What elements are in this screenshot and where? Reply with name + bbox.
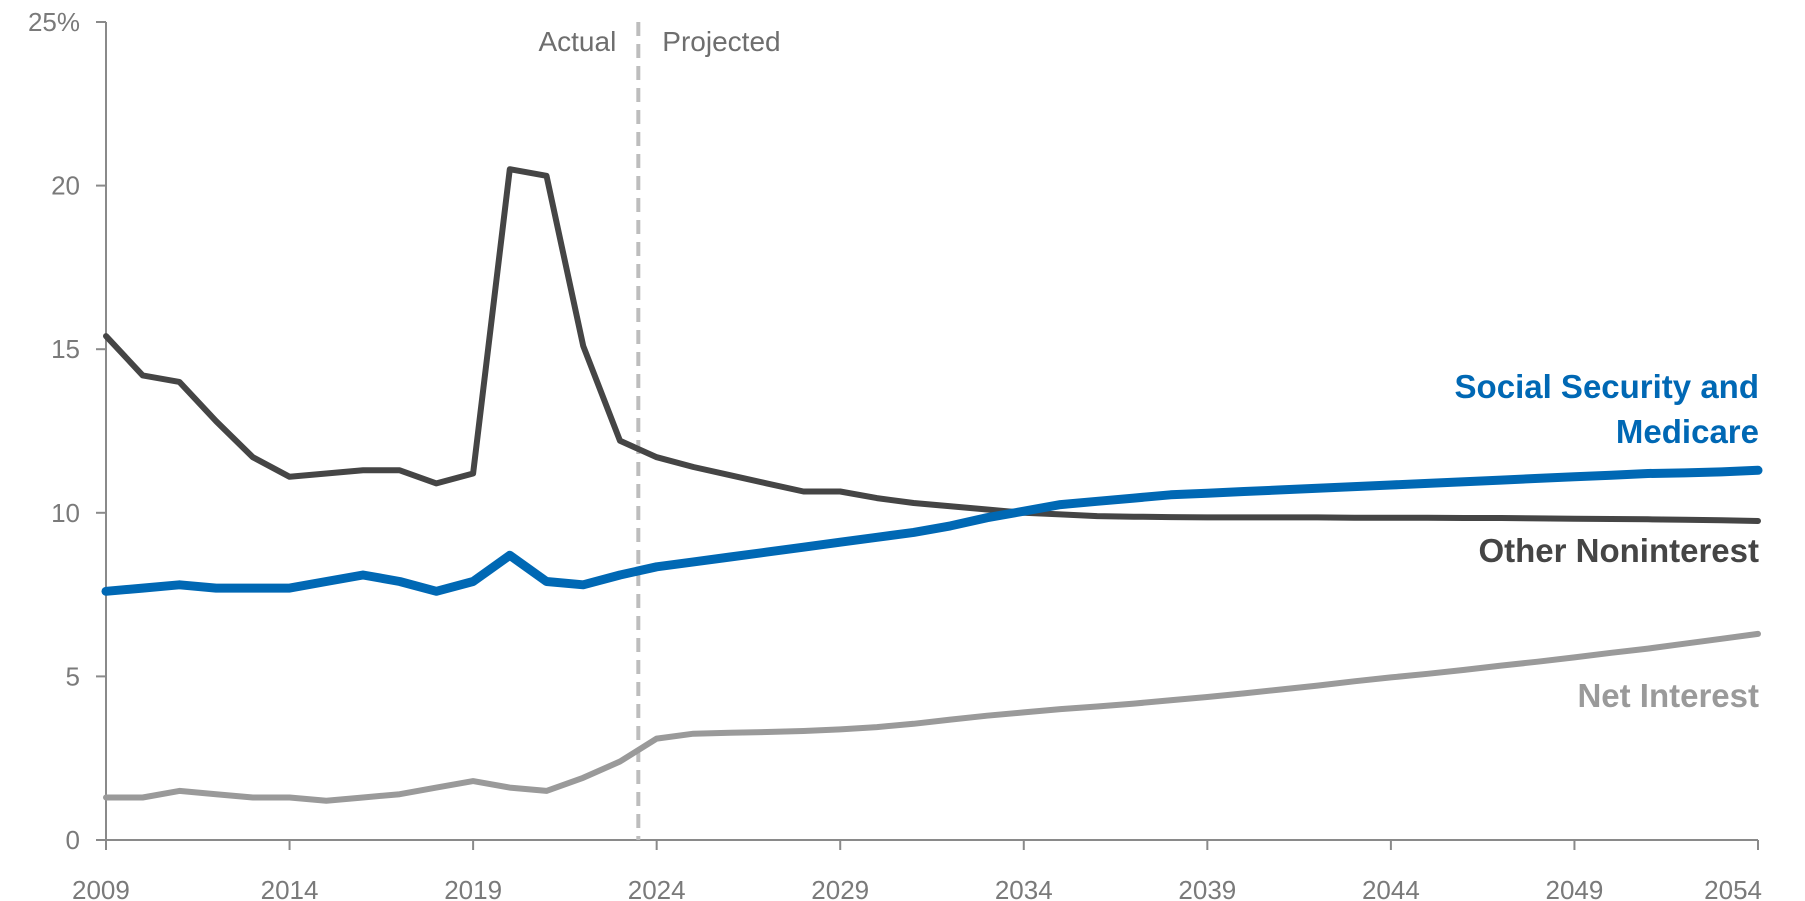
x-tick-label: 2034 xyxy=(995,875,1053,901)
x-tick-label: 2049 xyxy=(1546,875,1604,901)
y-tick-label: 15 xyxy=(51,334,80,364)
y-tick-label: 20 xyxy=(51,171,80,201)
x-tick-label: 2009 xyxy=(72,875,130,901)
x-axis: 2009 2014 2019 2024 2029 2034 2039 2044 2049 2054 xyxy=(72,839,1762,901)
x-tick-label: 2029 xyxy=(811,875,869,901)
series-label-net-interest: Net Interest xyxy=(1577,677,1759,714)
x-tick-label: 2054 xyxy=(1704,875,1762,901)
series-label-social-security-and-medicare: Medicare xyxy=(1616,413,1759,450)
series-label-other-noninterest: Other Noninterest xyxy=(1478,532,1759,569)
x-tick-label: 2024 xyxy=(628,875,686,901)
actual-label: Actual xyxy=(538,26,616,57)
projected-label: Projected xyxy=(662,26,780,57)
series-label-social-security-and-medicare: Social Security and xyxy=(1455,368,1759,405)
series-line-social-security-and-medicare xyxy=(101,465,1763,596)
actual-projected-divider: Actual Projected xyxy=(538,22,781,840)
y-tick-label: 5 xyxy=(66,661,80,691)
y-tick-label: 0 xyxy=(66,825,80,855)
series-lines xyxy=(101,166,1763,804)
x-tick-label: 2039 xyxy=(1178,875,1236,901)
x-tick-label: 2019 xyxy=(444,875,502,901)
series-labels: Social Security and Medicare Other Noninte… xyxy=(1455,368,1759,714)
y-tick-label: 10 xyxy=(51,498,80,528)
y-axis: 0 5 10 15 20 25% xyxy=(28,7,107,855)
y-tick-label: 25% xyxy=(28,7,80,37)
series-line-net-interest xyxy=(103,630,1761,804)
x-tick-label: 2014 xyxy=(261,875,319,901)
x-tick-label: 2044 xyxy=(1362,875,1420,901)
series-line-other-noninterest xyxy=(103,166,1761,524)
